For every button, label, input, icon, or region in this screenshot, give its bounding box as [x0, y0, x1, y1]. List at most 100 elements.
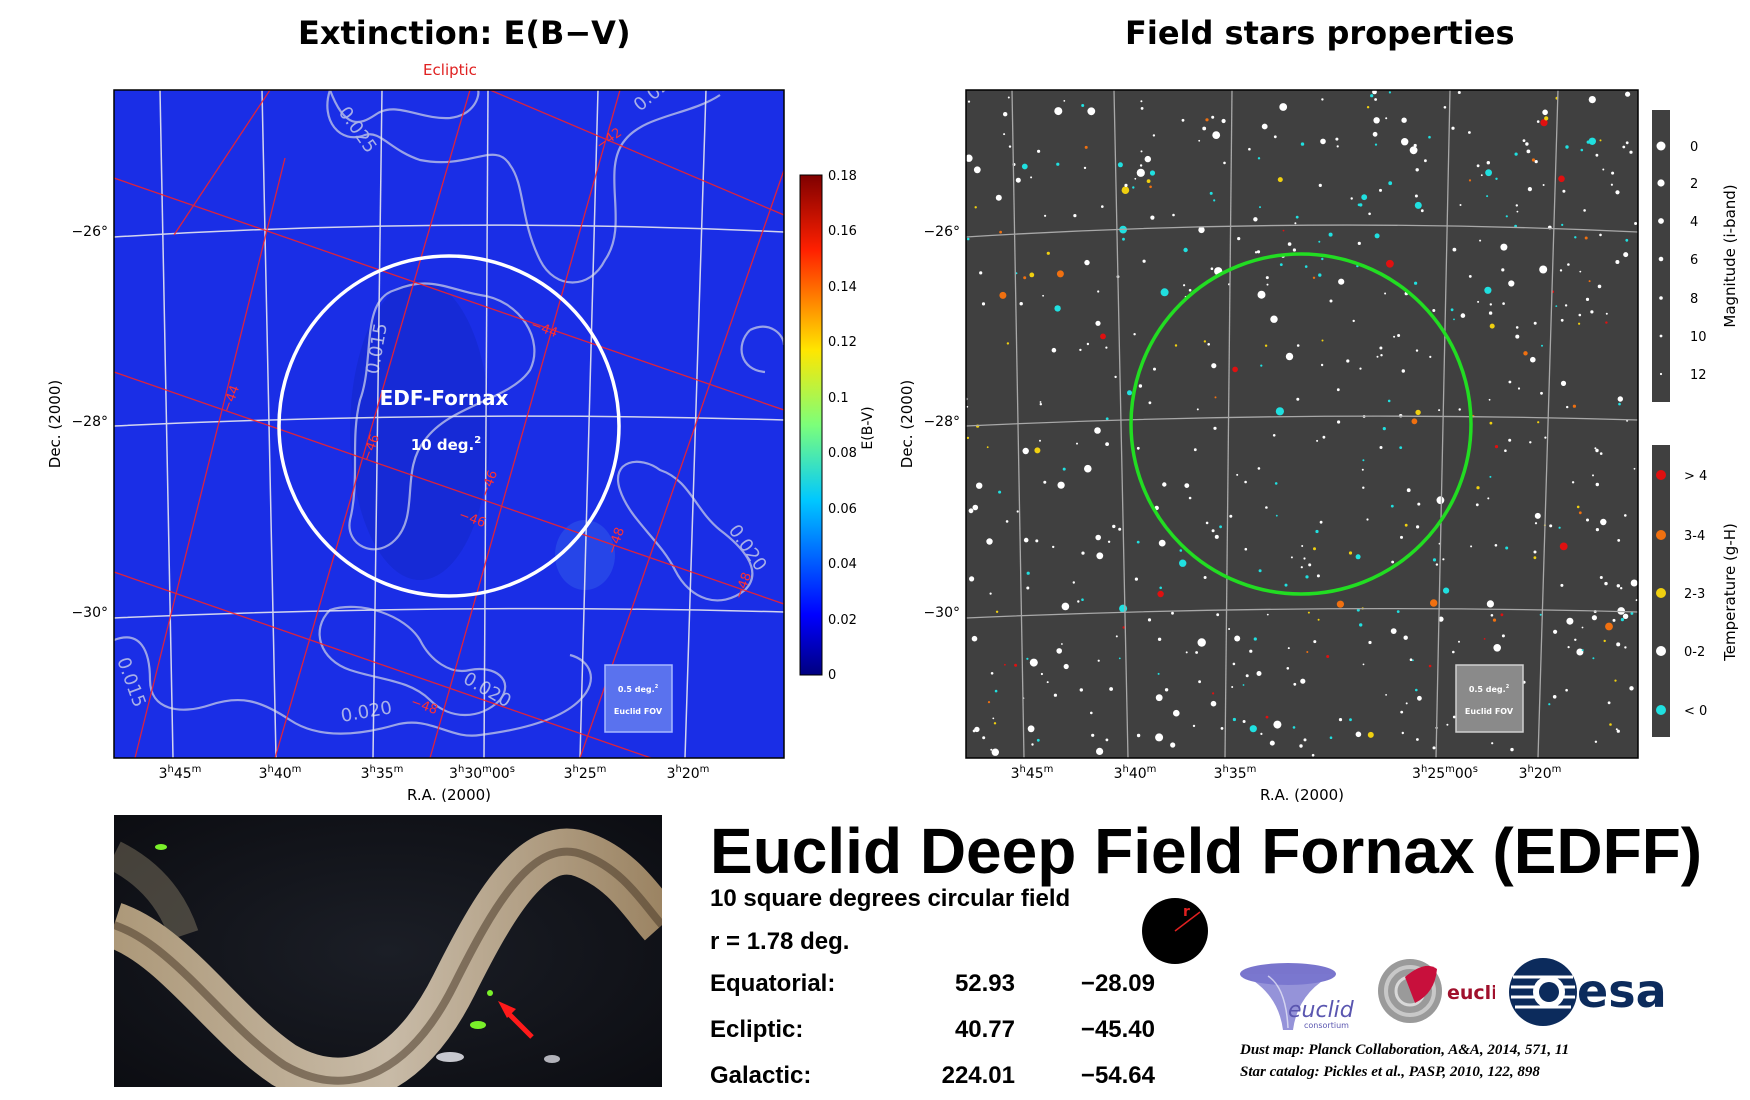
- magnitude-label: 6: [1690, 253, 1698, 268]
- magnitude-legend: [1652, 110, 1670, 402]
- star: [1388, 181, 1393, 186]
- esa-word: esa: [1577, 964, 1667, 1018]
- star: [1404, 523, 1408, 527]
- star: [1056, 162, 1060, 166]
- star: [1234, 635, 1241, 642]
- star: [1515, 204, 1519, 207]
- dec-tick-label: −26°: [71, 224, 108, 240]
- star: [1296, 397, 1300, 401]
- star: [1336, 600, 1344, 608]
- star: [1443, 587, 1450, 594]
- star: [1158, 539, 1166, 547]
- temperature-marker: [1656, 530, 1666, 540]
- all-sky-map: [114, 815, 662, 1087]
- star: [1319, 520, 1323, 524]
- star: [1316, 574, 1320, 578]
- star: [1559, 269, 1563, 272]
- star: [1558, 526, 1561, 529]
- star: [1097, 290, 1100, 293]
- magnitude-marker: [1659, 372, 1663, 376]
- star: [1292, 726, 1296, 729]
- star: [1109, 687, 1113, 691]
- ecliptic-label: Ecliptic: [423, 61, 477, 79]
- star: [1435, 563, 1439, 566]
- star: [1488, 398, 1491, 401]
- star: [1337, 420, 1341, 424]
- star: [1542, 109, 1548, 116]
- star: [1574, 638, 1577, 641]
- star: [1536, 120, 1540, 123]
- star: [1403, 635, 1408, 640]
- star: [1415, 409, 1421, 416]
- star: [1584, 236, 1588, 240]
- star: [1457, 91, 1461, 94]
- star: [1583, 209, 1586, 212]
- star: [1321, 98, 1324, 101]
- star: [1428, 664, 1432, 668]
- star: [1517, 387, 1521, 390]
- star: [1393, 335, 1396, 338]
- star: [1306, 651, 1309, 653]
- star: [1428, 135, 1431, 139]
- star: [972, 504, 979, 511]
- star: [1221, 118, 1226, 124]
- star: [1566, 617, 1574, 625]
- coord-system-ecliptic: Ecliptic:: [710, 1016, 804, 1043]
- credit-star-catalog: Star catalog: Pickles et al., PASP, 2010…: [1240, 1064, 1540, 1080]
- field-circle: [1129, 252, 1473, 596]
- star: [1134, 577, 1138, 581]
- star: [999, 291, 1007, 299]
- star: [1273, 135, 1277, 139]
- star: [1300, 142, 1305, 146]
- star: [1016, 510, 1019, 513]
- star: [1115, 635, 1118, 638]
- star: [1265, 506, 1268, 509]
- temperature-label: > 4: [1684, 469, 1707, 484]
- star: [1320, 363, 1324, 367]
- star: [1136, 168, 1145, 177]
- star: [1084, 145, 1088, 149]
- magnitude-label: 4: [1690, 215, 1698, 230]
- star: [1214, 534, 1219, 539]
- star: [1153, 367, 1156, 371]
- star: [1133, 333, 1136, 336]
- star: [1257, 157, 1261, 160]
- star: [995, 194, 1002, 201]
- star: [1185, 651, 1188, 654]
- star: [1282, 229, 1285, 232]
- star: [1179, 559, 1187, 567]
- star: [1624, 514, 1627, 517]
- star: [1487, 497, 1490, 500]
- star: [1095, 320, 1101, 326]
- star: [1488, 311, 1493, 315]
- extinction-map-frame: [113, 89, 785, 759]
- star: [1374, 98, 1377, 101]
- star: [1415, 168, 1419, 172]
- star: [1416, 738, 1419, 741]
- colorbar: [799, 174, 823, 676]
- star: [1355, 554, 1361, 560]
- star: [1072, 581, 1076, 584]
- colorbar-tick: 0.06: [828, 502, 857, 517]
- star: [1117, 162, 1123, 168]
- star: [1061, 602, 1070, 611]
- star: [1576, 505, 1580, 509]
- dec-tick-label: −30°: [71, 605, 108, 621]
- star: [1574, 236, 1577, 239]
- magnitude-marker: [1656, 141, 1666, 151]
- star: [1232, 717, 1236, 722]
- star: [1305, 575, 1309, 579]
- star: [1091, 733, 1095, 737]
- star: [1232, 366, 1238, 373]
- star: [1594, 740, 1598, 743]
- star: [1301, 545, 1304, 547]
- star: [1081, 551, 1085, 555]
- star: [1299, 744, 1303, 748]
- star: [1552, 695, 1557, 699]
- star: [1438, 616, 1444, 622]
- star: [1548, 703, 1551, 706]
- star: [1079, 688, 1084, 692]
- star: [1100, 333, 1106, 340]
- star: [1604, 581, 1608, 586]
- star: [1607, 701, 1611, 705]
